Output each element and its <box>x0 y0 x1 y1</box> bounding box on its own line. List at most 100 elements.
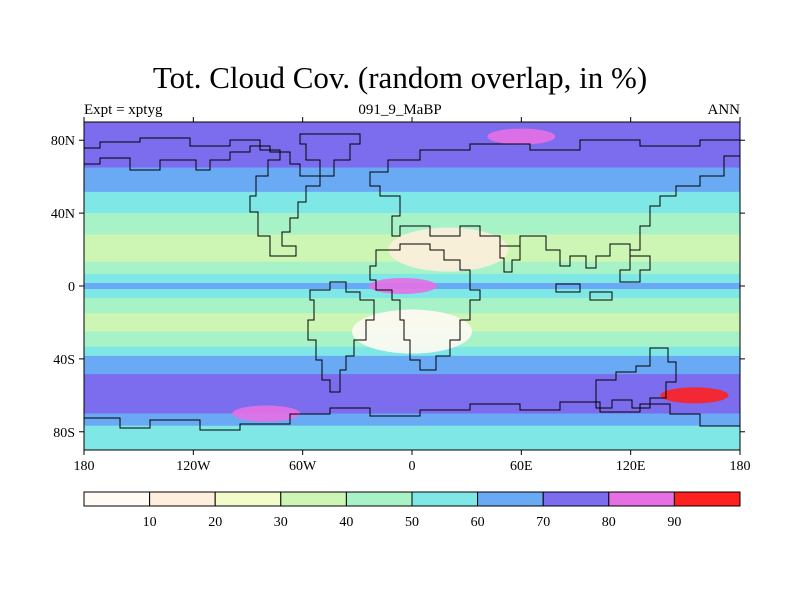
zonal-band <box>84 155 740 160</box>
coastline-south-america <box>307 281 375 393</box>
zonal-band <box>84 352 740 357</box>
zonal-band <box>84 301 740 305</box>
zonal-band <box>84 161 740 166</box>
zonal-band <box>84 188 740 193</box>
zonal-band <box>84 194 740 199</box>
zonal-band <box>84 298 740 302</box>
zonal-band <box>84 398 740 403</box>
colorbar-label: 90 <box>667 515 681 530</box>
zonal-band <box>84 425 740 430</box>
zonal-band <box>84 216 740 220</box>
coastline-greenland <box>299 133 361 177</box>
zonal-band <box>84 428 740 433</box>
colorbar-swatch <box>280 491 347 507</box>
colorbar-label: 40 <box>339 515 353 530</box>
x-tick-label: 120W <box>176 459 211 474</box>
zonal-band <box>84 374 740 378</box>
zonal-band <box>84 355 740 360</box>
zonal-band <box>84 191 740 196</box>
coastline-indian-subcontinent <box>499 245 521 273</box>
zonal-band <box>84 122 740 126</box>
cloud-feature <box>660 387 729 404</box>
colorbar-swatch <box>608 491 675 507</box>
experiment-label: Expt = xptyg <box>84 102 163 118</box>
coastline-north-america <box>84 137 321 257</box>
cloud-feature <box>487 128 556 145</box>
x-tick-label: 60W <box>289 459 317 474</box>
zonal-band <box>84 358 740 363</box>
zonal-band <box>84 392 740 396</box>
zonal-band <box>84 386 740 390</box>
zonal-band <box>84 377 740 381</box>
zonal-band <box>84 446 740 450</box>
zonal-band <box>84 143 740 147</box>
zonal-band <box>84 204 740 208</box>
colorbar-swatch <box>477 491 544 507</box>
zonal-band <box>84 179 740 184</box>
colorbar-swatch <box>149 491 216 507</box>
zonal-band <box>84 170 740 175</box>
zonal-band <box>84 407 740 412</box>
zonal-band <box>84 401 740 406</box>
zonal-band <box>84 416 740 421</box>
cloud-feature <box>368 278 437 294</box>
x-axis-ticks: 180 120W 60W 0 60E 120E 180 <box>74 117 751 474</box>
colorbar-label: 50 <box>405 515 419 530</box>
zonal-band <box>84 422 740 427</box>
coastline-africa <box>369 243 481 371</box>
zonal-band <box>84 292 740 296</box>
colorbar: 10 20 30 40 50 60 70 80 90 <box>83 491 741 530</box>
colorbar-swatch <box>411 491 479 507</box>
colorbar-swatch <box>673 491 741 507</box>
zonal-band <box>84 304 740 308</box>
zonal-band <box>84 270 740 275</box>
colorbar-label: 10 <box>143 515 157 530</box>
zonal-band <box>84 307 740 311</box>
y-tick-label: 80N <box>51 134 75 149</box>
zonal-band <box>84 213 740 217</box>
zonal-band <box>84 222 740 226</box>
x-tick-label: 180 <box>74 459 95 474</box>
zonal-band <box>84 182 740 187</box>
zonal-band <box>84 419 740 424</box>
zonal-band <box>84 404 740 409</box>
zonal-band <box>84 152 740 157</box>
season-label: ANN <box>707 102 741 118</box>
y-tick-label: 40S <box>53 353 75 368</box>
zonal-band <box>84 125 740 129</box>
zonal-band <box>84 431 740 436</box>
zonal-band <box>84 200 740 205</box>
zonal-band <box>84 146 740 150</box>
zonal-band <box>84 437 740 442</box>
colorbar-swatch <box>542 491 610 507</box>
zonal-band <box>84 440 740 445</box>
x-tick-label: 60E <box>510 459 533 474</box>
colorbar-label: 70 <box>536 515 550 530</box>
zonal-band <box>84 173 740 178</box>
zonal-band <box>84 176 740 181</box>
zonal-band <box>84 410 740 415</box>
zonal-band <box>84 207 740 211</box>
plot-title: Tot. Cloud Cov. (random overlap, in %) <box>152 60 648 95</box>
experiment-subtitle: 091_9_MaBP <box>358 102 442 118</box>
zonal-band <box>84 434 740 439</box>
cloud-cover-field <box>84 122 740 450</box>
zonal-band <box>84 149 740 153</box>
zonal-band <box>84 267 740 272</box>
zonal-band <box>84 295 740 299</box>
zonal-band <box>84 413 740 418</box>
cloud-feature <box>352 309 472 354</box>
colorbar-label: 80 <box>602 515 616 530</box>
colorbar-swatch <box>345 491 413 507</box>
colorbar-label: 30 <box>274 515 288 530</box>
zonal-band <box>84 380 740 384</box>
zonal-band <box>84 389 740 393</box>
zonal-band <box>84 228 740 232</box>
coastline-eurasia <box>369 139 740 283</box>
zonal-band <box>84 164 740 169</box>
zonal-band <box>84 140 740 144</box>
zonal-band <box>84 368 740 372</box>
cloud-feature <box>388 227 509 272</box>
colorbar-swatch <box>83 491 151 507</box>
